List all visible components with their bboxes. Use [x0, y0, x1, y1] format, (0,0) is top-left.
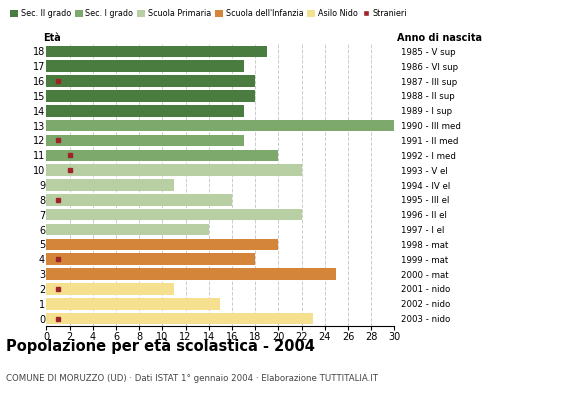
Bar: [46, 209, 302, 220]
Bar: [46, 46, 267, 57]
Bar: [46, 120, 394, 132]
Bar: [46, 105, 244, 116]
Text: Anno di nascita: Anno di nascita: [397, 32, 483, 42]
Bar: [46, 268, 336, 280]
Bar: [46, 60, 244, 72]
Bar: [46, 164, 302, 176]
Bar: [46, 135, 244, 146]
Bar: [46, 179, 174, 191]
Bar: [46, 75, 255, 87]
Bar: [46, 254, 255, 265]
Bar: [46, 150, 278, 161]
Bar: [46, 90, 255, 102]
Text: Popolazione per età scolastica - 2004: Popolazione per età scolastica - 2004: [6, 338, 315, 354]
Bar: [46, 313, 313, 324]
Bar: [46, 194, 232, 206]
Text: COMUNE DI MORUZZO (UD) · Dati ISTAT 1° gennaio 2004 · Elaborazione TUTTITALIA.IT: COMUNE DI MORUZZO (UD) · Dati ISTAT 1° g…: [6, 374, 378, 383]
Bar: [46, 224, 209, 235]
Bar: [46, 238, 278, 250]
Bar: [46, 283, 174, 295]
Legend: Sec. II grado, Sec. I grado, Scuola Primaria, Scuola dell'Infanzia, Asilo Nido, : Sec. II grado, Sec. I grado, Scuola Prim…: [7, 6, 410, 22]
Bar: [46, 298, 220, 310]
Text: Età: Età: [43, 32, 61, 42]
